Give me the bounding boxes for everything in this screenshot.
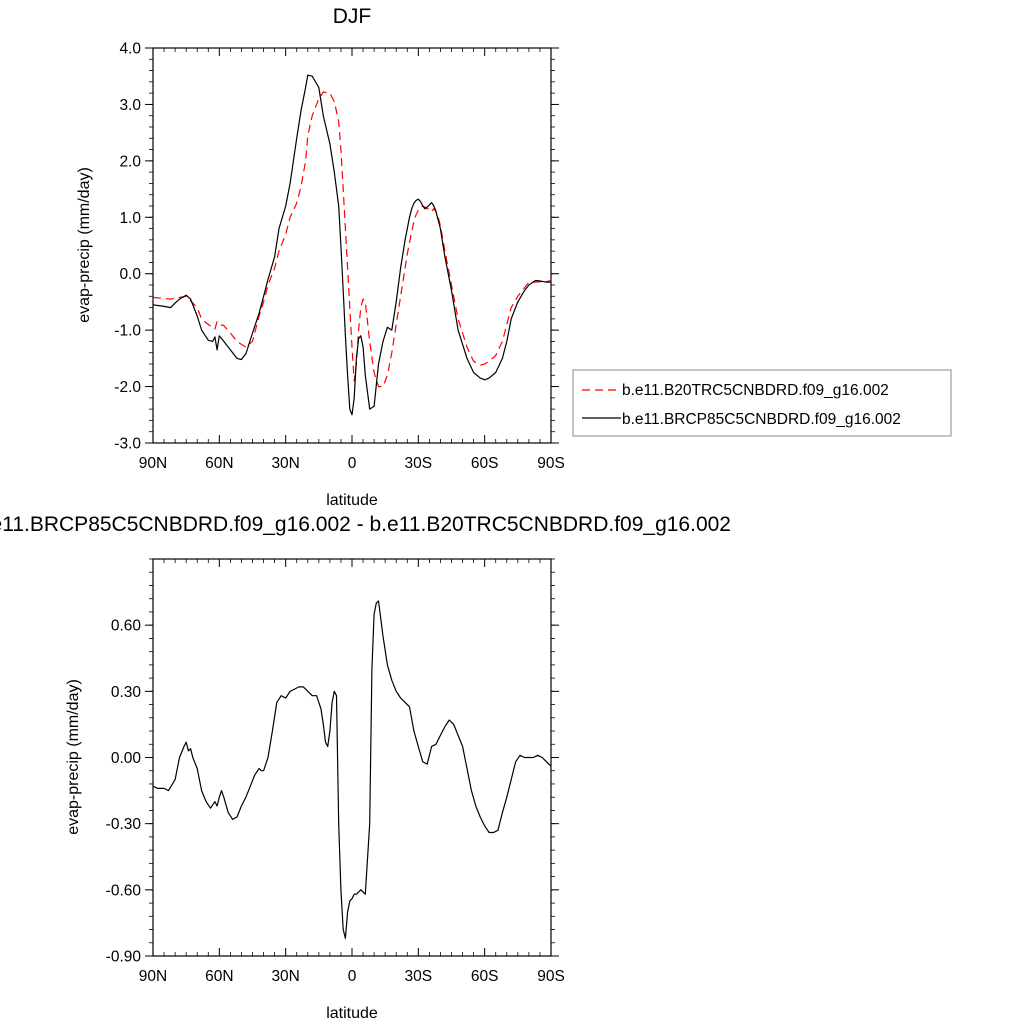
x-axis-label: latitude <box>326 492 378 509</box>
plot-frame <box>152 558 552 957</box>
legend-box <box>572 369 952 437</box>
y-tick-label: 1.0 <box>119 210 141 227</box>
panel-title: b.e11.BRCP85C5CNBDRD.f09_g16.002 - b.e11… <box>0 513 731 536</box>
x-tick-label: 90N <box>139 455 167 472</box>
y-tick-label: 0.30 <box>111 684 142 701</box>
y-tick-labels: 4.0 3.0 2.0 1.0 0.0 -1.0 -2.0 -3.0 <box>114 41 141 453</box>
y-axis-label: evap-precip (mm/day) <box>76 167 93 323</box>
x-tick-label: 60S <box>471 968 499 985</box>
tick-marks <box>145 558 559 957</box>
x-tick-label: 30N <box>271 968 299 985</box>
y-tick-label: -0.60 <box>106 882 142 899</box>
x-axis-label: latitude <box>326 1005 378 1022</box>
x-tick-label: 30N <box>271 455 299 472</box>
x-tick-label: 0 <box>348 455 357 472</box>
y-tick-label: -0.90 <box>106 949 142 966</box>
series-line-0 <box>152 600 552 940</box>
y-tick-label: 3.0 <box>119 97 141 114</box>
legend-label-rcp85: b.e11.BRCP85C5CNBDRD.f09_g16.002 <box>622 411 901 428</box>
y-tick-label: -2.0 <box>114 379 141 396</box>
x-tick-label: 90S <box>537 968 565 985</box>
tick-marks <box>145 47 559 444</box>
legend-label-historical: b.e11.B20TRC5CNBDRD.f09_g16.002 <box>622 382 889 399</box>
y-axis-label: evap-precip (mm/day) <box>65 679 82 835</box>
series-line-0 <box>152 91 552 388</box>
x-tick-label: 60S <box>471 455 499 472</box>
y-tick-label: 0.0 <box>119 266 141 283</box>
x-tick-label: 30S <box>405 968 433 985</box>
y-tick-label: 4.0 <box>119 41 141 58</box>
x-tick-label: 60N <box>205 968 233 985</box>
djf-panel: DJF 4.0 3.0 2.0 1.0 0.0 -1.0 -2.0 -3.0 90N 60N 30… <box>76 5 952 509</box>
gridless-frame <box>152 47 552 444</box>
plot-frame <box>152 47 552 444</box>
y-tick-labels: 0.60 0.30 0.00 -0.30 -0.60 -0.90 <box>106 618 142 966</box>
x-tick-label: 30S <box>405 455 433 472</box>
y-tick-label: 2.0 <box>119 153 141 170</box>
x-tick-label: 90S <box>537 455 565 472</box>
panel-title: DJF <box>333 5 372 28</box>
y-tick-label: -1.0 <box>114 323 141 340</box>
x-tick-label: 0 <box>348 968 357 985</box>
series-lines <box>152 74 552 416</box>
x-tick-label: 60N <box>205 455 233 472</box>
y-tick-label: 0.00 <box>111 750 142 767</box>
y-tick-label: -3.0 <box>114 436 141 453</box>
series-lines <box>152 600 552 940</box>
x-tick-labels: 90N 60N 30N 0 30S 60S 90S <box>139 968 565 985</box>
y-tick-label: 0.60 <box>111 618 142 635</box>
legend: b.e11.B20TRC5CNBDRD.f09_g16.002 b.e11.BR… <box>572 369 952 437</box>
y-tick-label: -0.30 <box>106 816 142 833</box>
difference-panel: b.e11.BRCP85C5CNBDRD.f09_g16.002 - b.e11… <box>0 513 731 1022</box>
x-tick-labels: 90N 60N 30N 0 30S 60S 90S <box>139 455 565 472</box>
x-tick-label: 90N <box>139 968 167 985</box>
series-line-1 <box>152 74 551 416</box>
